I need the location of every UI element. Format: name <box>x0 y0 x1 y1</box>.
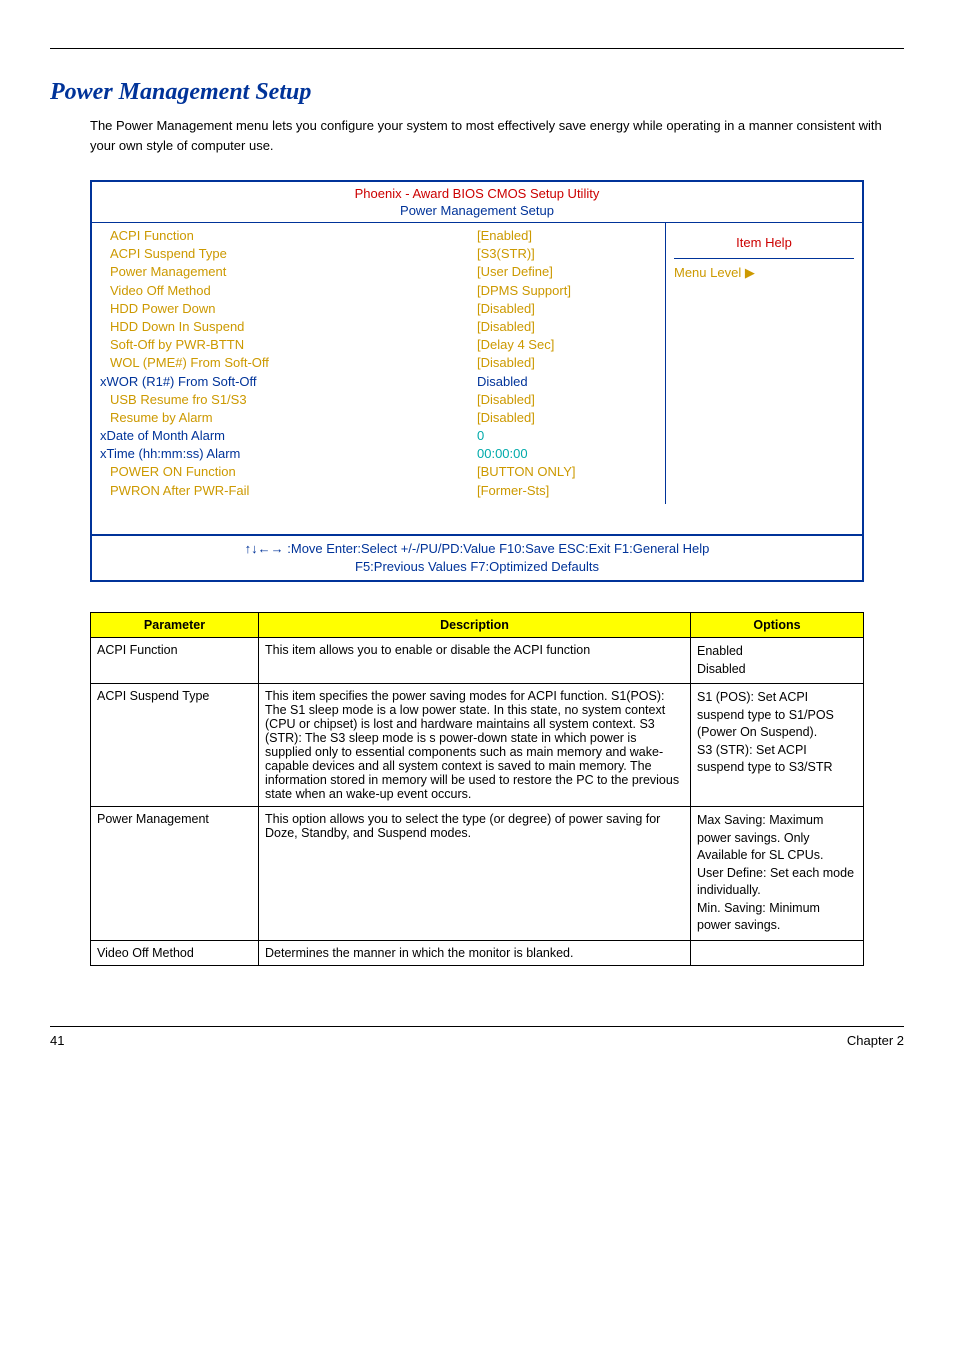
bios-setting-row: USB Resume fro S1/S3[Disabled] <box>100 391 657 409</box>
bios-setting-value: [DPMS Support] <box>477 282 657 300</box>
cell-options: Max Saving: Maximum power savings. Only … <box>691 807 864 941</box>
bios-setting-label: ACPI Function <box>100 227 477 245</box>
bios-setting-value: [BUTTON ONLY] <box>477 463 657 481</box>
bios-setting-row: HDD Power Down[Disabled] <box>100 300 657 318</box>
bios-footer: ↑↓←→ :Move Enter:Select +/-/PU/PD:Value … <box>92 534 862 580</box>
cell-parameter: ACPI Function <box>91 638 259 684</box>
bios-setting-value: [Disabled] <box>477 300 657 318</box>
cell-parameter: Video Off Method <box>91 940 259 965</box>
bios-subheader: Power Management Setup <box>92 203 862 223</box>
bios-setting-value: [Former-Sts] <box>477 482 657 500</box>
bios-setting-row: ACPI Suspend Type[S3(STR)] <box>100 245 657 263</box>
bios-setting-row: WOL (PME#) From Soft-Off[Disabled] <box>100 354 657 372</box>
bios-settings-list: ACPI Function[Enabled]ACPI Suspend Type[… <box>92 223 665 504</box>
bios-setting-label: Resume by Alarm <box>100 409 477 427</box>
bios-header: Phoenix - Award BIOS CMOS Setup Utility <box>92 182 862 203</box>
bios-setting-value: [User Define] <box>477 263 657 281</box>
bios-setting-row: Video Off Method[DPMS Support] <box>100 282 657 300</box>
cell-description: Determines the manner in which the monit… <box>259 940 691 965</box>
bios-setting-row: HDD Down In Suspend[Disabled] <box>100 318 657 336</box>
col-description: Description <box>259 613 691 638</box>
table-row: ACPI FunctionThis item allows you to ena… <box>91 638 864 684</box>
col-options: Options <box>691 613 864 638</box>
bios-setting-row: Resume by Alarm[Disabled] <box>100 409 657 427</box>
bios-setting-value: [Disabled] <box>477 354 657 372</box>
item-help-label: Item Help <box>674 227 854 259</box>
bios-setting-row: Soft-Off by PWR-BTTN[Delay 4 Sec] <box>100 336 657 354</box>
page-footer: 41 Chapter 2 <box>50 1026 904 1048</box>
page-number: 41 <box>50 1033 64 1048</box>
bios-setting-value: [Disabled] <box>477 318 657 336</box>
bios-setting-label: xWOR (R1#) From Soft-Off <box>100 373 477 391</box>
bios-setting-label: Soft-Off by PWR-BTTN <box>100 336 477 354</box>
bios-setting-value: [Disabled] <box>477 391 657 409</box>
bios-setting-label: Power Management <box>100 263 477 281</box>
chapter-label: Chapter 2 <box>847 1033 904 1048</box>
bios-setting-label: HDD Power Down <box>100 300 477 318</box>
bios-setting-value: [S3(STR)] <box>477 245 657 263</box>
bios-setting-value: Disabled <box>477 373 657 391</box>
bios-setting-value: [Enabled] <box>477 227 657 245</box>
table-row: Video Off MethodDetermines the manner in… <box>91 940 864 965</box>
bios-setting-value: 0 <box>477 427 657 445</box>
bios-setting-label: Video Off Method <box>100 282 477 300</box>
cell-options: EnabledDisabled <box>691 638 864 684</box>
parameter-table: Parameter Description Options ACPI Funct… <box>90 612 864 966</box>
bios-setting-row: xTime (hh:mm:ss) Alarm00:00:00 <box>100 445 657 463</box>
bios-setting-row: PWRON After PWR-Fail[Former-Sts] <box>100 482 657 500</box>
bios-setting-label: WOL (PME#) From Soft-Off <box>100 354 477 372</box>
bios-setting-value: [Delay 4 Sec] <box>477 336 657 354</box>
bios-setting-row: Power Management[User Define] <box>100 263 657 281</box>
table-row: ACPI Suspend TypeThis item specifies the… <box>91 684 864 807</box>
bios-setting-label: xTime (hh:mm:ss) Alarm <box>100 445 477 463</box>
bios-setting-label: xDate of Month Alarm <box>100 427 477 445</box>
section-title: Power Management Setup <box>50 79 904 106</box>
bios-setting-row: xDate of Month Alarm0 <box>100 427 657 445</box>
bios-setting-label: ACPI Suspend Type <box>100 245 477 263</box>
bios-setting-label: HDD Down In Suspend <box>100 318 477 336</box>
bios-help-panel: Item Help Menu Level ▶ <box>665 223 862 504</box>
cell-options <box>691 940 864 965</box>
cell-options: S1 (POS): Set ACPI suspend type to S1/PO… <box>691 684 864 807</box>
bios-footer-line2: F5:Previous Values F7:Optimized Defaults <box>355 559 599 574</box>
cell-description: This item specifies the power saving mod… <box>259 684 691 807</box>
intro-text: The Power Management menu lets you confi… <box>90 116 904 155</box>
bios-setting-row: xWOR (R1#) From Soft-OffDisabled <box>100 373 657 391</box>
cell-parameter: Power Management <box>91 807 259 941</box>
bios-setting-label: PWRON After PWR-Fail <box>100 482 477 500</box>
table-row: Power ManagementThis option allows you t… <box>91 807 864 941</box>
bios-setting-value: 00:00:00 <box>477 445 657 463</box>
bios-panel: Phoenix - Award BIOS CMOS Setup Utility … <box>90 180 864 582</box>
cell-parameter: ACPI Suspend Type <box>91 684 259 807</box>
bios-setting-label: POWER ON Function <box>100 463 477 481</box>
col-parameter: Parameter <box>91 613 259 638</box>
cell-description: This item allows you to enable or disabl… <box>259 638 691 684</box>
cell-description: This option allows you to select the typ… <box>259 807 691 941</box>
bios-setting-value: [Disabled] <box>477 409 657 427</box>
menu-level-label: Menu Level ▶ <box>674 259 854 281</box>
bios-footer-line1: ↑↓←→ :Move Enter:Select +/-/PU/PD:Value … <box>245 541 710 556</box>
bios-setting-row: POWER ON Function[BUTTON ONLY] <box>100 463 657 481</box>
bios-setting-label: USB Resume fro S1/S3 <box>100 391 477 409</box>
bios-setting-row: ACPI Function[Enabled] <box>100 227 657 245</box>
